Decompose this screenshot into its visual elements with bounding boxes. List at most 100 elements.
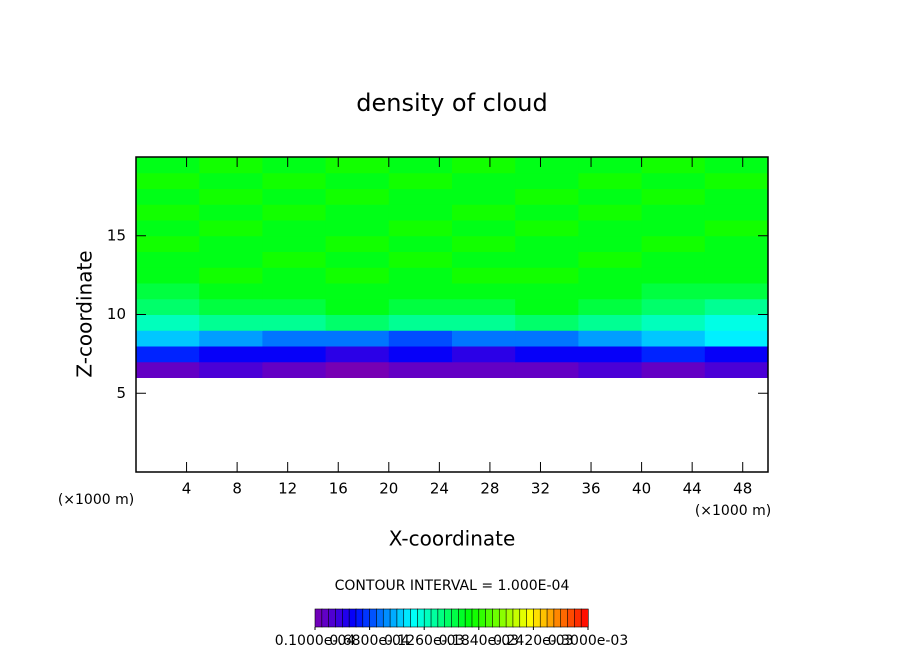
colorbar-swatch [464,608,473,628]
cell [452,298,516,315]
colorbar-swatch [574,608,582,628]
colorbar-swatch [505,608,514,628]
cell [704,188,769,205]
cell [388,330,453,347]
colorbar-swatch [519,608,528,628]
cell [199,361,263,378]
cell [136,314,200,331]
cell [452,157,516,174]
cell [515,330,579,347]
cell [388,204,453,221]
colorbar-swatch [471,608,480,628]
cell [325,157,390,174]
cell [199,298,263,315]
cell [578,157,643,174]
cell [578,204,643,221]
colorbar-swatch [485,608,494,628]
cell [452,314,516,331]
cell [515,188,579,205]
colorbar-swatch [403,608,412,628]
cell [262,267,327,284]
colorbar-swatch [553,608,562,628]
cell [578,361,643,378]
cell [388,283,453,300]
colorbar-swatch [533,608,541,628]
cell [704,204,769,221]
colorbar-swatch [560,608,569,628]
cell [325,267,390,284]
cell [388,267,453,284]
colorbar-tick-label: 0.1260e-03 [384,633,464,649]
cell [262,235,327,252]
contour-note: CONTOUR INTERVAL = 1.000E-04 [335,578,570,594]
cell [199,267,263,284]
cell [388,361,453,378]
cell [641,251,706,268]
cell [199,204,263,221]
cell [325,283,390,300]
cell [136,298,200,315]
cell [641,267,706,284]
cell [262,346,327,363]
cell [388,235,453,252]
x-tick-label: 48 [733,480,752,498]
cell [136,157,200,174]
colorbar-tick-label: 0.6800e-04 [329,633,410,649]
x-tick-label: 32 [531,480,550,498]
cell [325,298,390,315]
colorbar-swatch [389,608,398,628]
cell [199,314,263,331]
cell [578,346,643,363]
cell [262,157,327,174]
cell [452,283,516,300]
x-tick-label: 24 [430,480,449,498]
cell [704,346,769,363]
colorbar-swatch [396,608,405,628]
x-tick-label: 40 [632,480,651,498]
cell [704,283,769,300]
colorbar-swatch [498,608,507,628]
cell [515,251,579,268]
cell [136,251,200,268]
cell [578,172,643,189]
cell [641,204,706,221]
cell [199,188,263,205]
cell [388,172,453,189]
cell [515,204,579,221]
colorbar-swatch [451,608,459,628]
cell [325,188,390,205]
cell [199,172,263,189]
chart-title: density of cloud [356,89,547,117]
cell [262,361,327,378]
cell [704,220,769,237]
cell [452,251,516,268]
colorbar-swatch [492,608,500,628]
cell [199,157,263,174]
cell [515,346,579,363]
cell [452,330,516,347]
cell [641,330,706,347]
colorbar-tick-label: 0.1000e-04 [275,633,356,649]
cell [199,220,263,237]
cell [452,361,516,378]
cell [704,267,769,284]
cell [262,298,327,315]
cell [452,267,516,284]
cell [136,220,200,237]
cell [452,220,516,237]
cell [325,314,390,331]
x-tick-label: 8 [232,480,242,498]
cell [641,283,706,300]
cell [388,298,453,315]
cell [262,204,327,221]
cell [641,346,706,363]
cell [199,330,263,347]
cell [515,283,579,300]
colorbar-swatch [314,608,323,628]
cell [641,157,706,174]
x-tick-label: 28 [480,480,499,498]
colorbar-swatch [376,608,384,628]
cell [452,346,516,363]
colorbar-swatch [348,608,357,628]
cell [704,298,769,315]
